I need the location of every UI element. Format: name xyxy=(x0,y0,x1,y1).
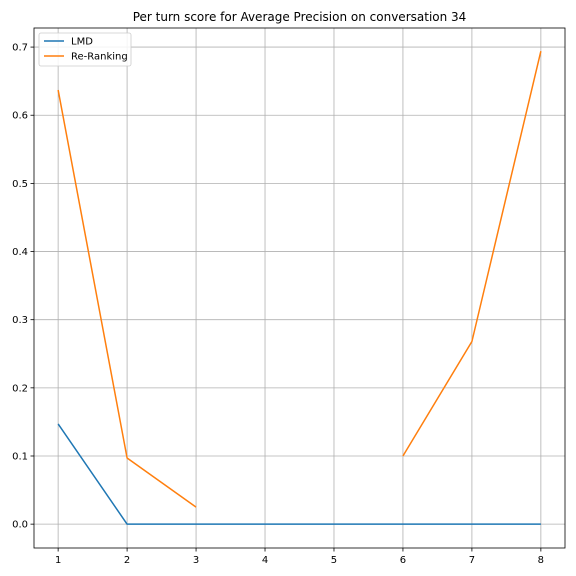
x-tick-label: 3 xyxy=(193,555,199,566)
series-line-re-ranking xyxy=(57,89,197,508)
series-lines xyxy=(57,50,542,525)
grid xyxy=(34,28,565,548)
x-tick-label: 6 xyxy=(400,555,406,566)
axis-ticks: 1 2 3 4 5 6 7 8 0.0 0.1 0.2 0.3 0.4 0.5 0.6 0.7 xyxy=(12,43,544,566)
y-tick-label: 0.3 xyxy=(12,315,28,326)
x-tick-label: 5 xyxy=(331,555,337,566)
chart-title: Per turn score for Average Precision on … xyxy=(133,10,467,24)
y-tick-label: 0.4 xyxy=(12,247,28,258)
y-tick-label: 0.7 xyxy=(12,43,28,54)
legend-label: Re-Ranking xyxy=(71,52,128,63)
x-tick-label: 7 xyxy=(469,555,475,566)
x-tick-label: 2 xyxy=(124,555,130,566)
y-tick-label: 0.2 xyxy=(12,383,28,394)
legend-label: LMD xyxy=(71,37,93,48)
plot-area-frame xyxy=(33,27,566,549)
y-tick-label: 0.1 xyxy=(12,451,28,462)
x-tick-label: 1 xyxy=(55,555,61,566)
series-line-lmd xyxy=(57,423,541,525)
series-line-re-ranking xyxy=(402,50,542,457)
x-tick-label: 8 xyxy=(538,555,544,566)
y-tick-label: 0.6 xyxy=(12,111,28,122)
x-tick-label: 4 xyxy=(262,555,268,566)
y-tick-label: 0.5 xyxy=(12,179,28,190)
y-tick-label: 0.0 xyxy=(12,520,28,531)
legend: LMD Re-Ranking xyxy=(38,32,132,67)
